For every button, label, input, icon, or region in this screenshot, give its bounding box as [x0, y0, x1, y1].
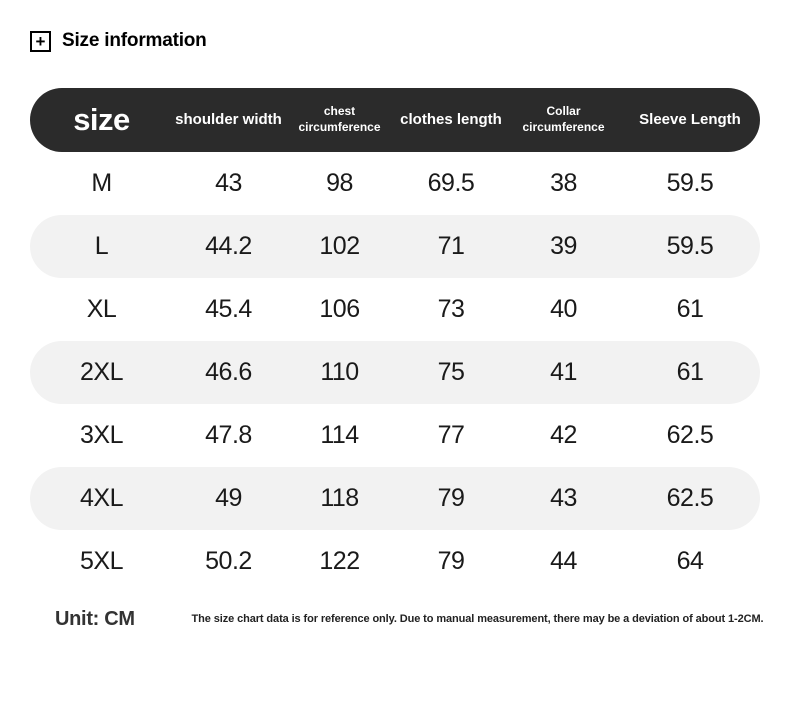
table-row: 2XL 46.6 110 75 41 61 — [30, 341, 760, 404]
value-cell: 40 — [550, 295, 577, 323]
size-cell: M — [91, 169, 112, 197]
page-title: Size information — [62, 30, 207, 51]
table-row: L 44.2 102 71 39 59.5 — [30, 215, 760, 278]
value-cell: 42 — [550, 421, 577, 449]
column-header: Sleeve Length — [639, 111, 741, 129]
size-cell: XL — [86, 295, 117, 323]
value-cell: 50.2 — [205, 547, 252, 575]
value-cell: 98 — [326, 169, 353, 197]
value-cell: 62.5 — [666, 484, 714, 512]
table-header-row: size shoulder width chest circumference cl… — [30, 88, 760, 152]
value-cell: 79 — [437, 547, 465, 575]
value-cell: 106 — [319, 295, 360, 323]
size-cell: 5XL — [80, 547, 123, 575]
unit-label: Unit: CM — [55, 608, 135, 630]
value-cell: 61 — [676, 358, 704, 386]
value-cell: 47.8 — [205, 421, 252, 449]
column-header: clothes length — [400, 111, 502, 129]
size-table: size shoulder width chest circumference cl… — [30, 88, 760, 593]
size-cell: 2XL — [80, 358, 123, 386]
value-cell: 49 — [215, 484, 242, 512]
value-cell: 46.6 — [205, 358, 252, 386]
value-cell: 45.4 — [205, 295, 252, 323]
value-cell: 75 — [437, 358, 465, 386]
size-cell: L — [94, 232, 109, 260]
value-cell: 38 — [550, 169, 577, 197]
column-header: chest circumference — [298, 104, 381, 134]
value-cell: 114 — [320, 421, 359, 449]
value-cell: 73 — [437, 295, 465, 323]
value-cell: 43 — [550, 484, 577, 512]
size-cell: 4XL — [80, 484, 123, 512]
value-cell: 71 — [437, 232, 465, 260]
table-row: 4XL 49 118 79 43 62.5 — [30, 467, 760, 530]
expand-plus-icon[interactable]: + — [30, 30, 51, 52]
value-cell: 61 — [676, 295, 704, 323]
value-cell: 110 — [320, 358, 359, 386]
value-cell: 44 — [550, 547, 577, 575]
value-cell: 77 — [437, 421, 465, 449]
value-cell: 118 — [320, 484, 359, 512]
value-cell: 102 — [319, 232, 360, 260]
size-cell: 3XL — [80, 421, 123, 449]
column-header: shoulder width — [175, 111, 282, 129]
table-row: 5XL 50.2 122 79 44 64 — [30, 530, 760, 593]
value-cell: 41 — [550, 358, 577, 386]
value-cell: 59.5 — [666, 232, 714, 260]
table-row: 3XL 47.8 114 77 42 62.5 — [30, 404, 760, 467]
value-cell: 122 — [319, 547, 360, 575]
disclaimer-text: The size chart data is for reference onl… — [191, 613, 764, 625]
value-cell: 44.2 — [205, 232, 252, 260]
table-row: M 43 98 69.5 38 59.5 — [30, 152, 760, 215]
value-cell: 69.5 — [427, 169, 475, 197]
table-body: M 43 98 69.5 38 59.5 L 44.2 102 71 39 59.5 XL 45… — [30, 152, 760, 593]
value-cell: 43 — [215, 169, 242, 197]
column-header: Collar circumference — [522, 104, 605, 134]
section-title-row: + Size information — [30, 30, 207, 52]
value-cell: 62.5 — [666, 421, 714, 449]
value-cell: 79 — [437, 484, 465, 512]
value-cell: 39 — [550, 232, 577, 260]
value-cell: 59.5 — [666, 169, 714, 197]
header-size-label: size — [73, 102, 130, 137]
value-cell: 64 — [676, 547, 704, 575]
table-row: XL 45.4 106 73 40 61 — [30, 278, 760, 341]
